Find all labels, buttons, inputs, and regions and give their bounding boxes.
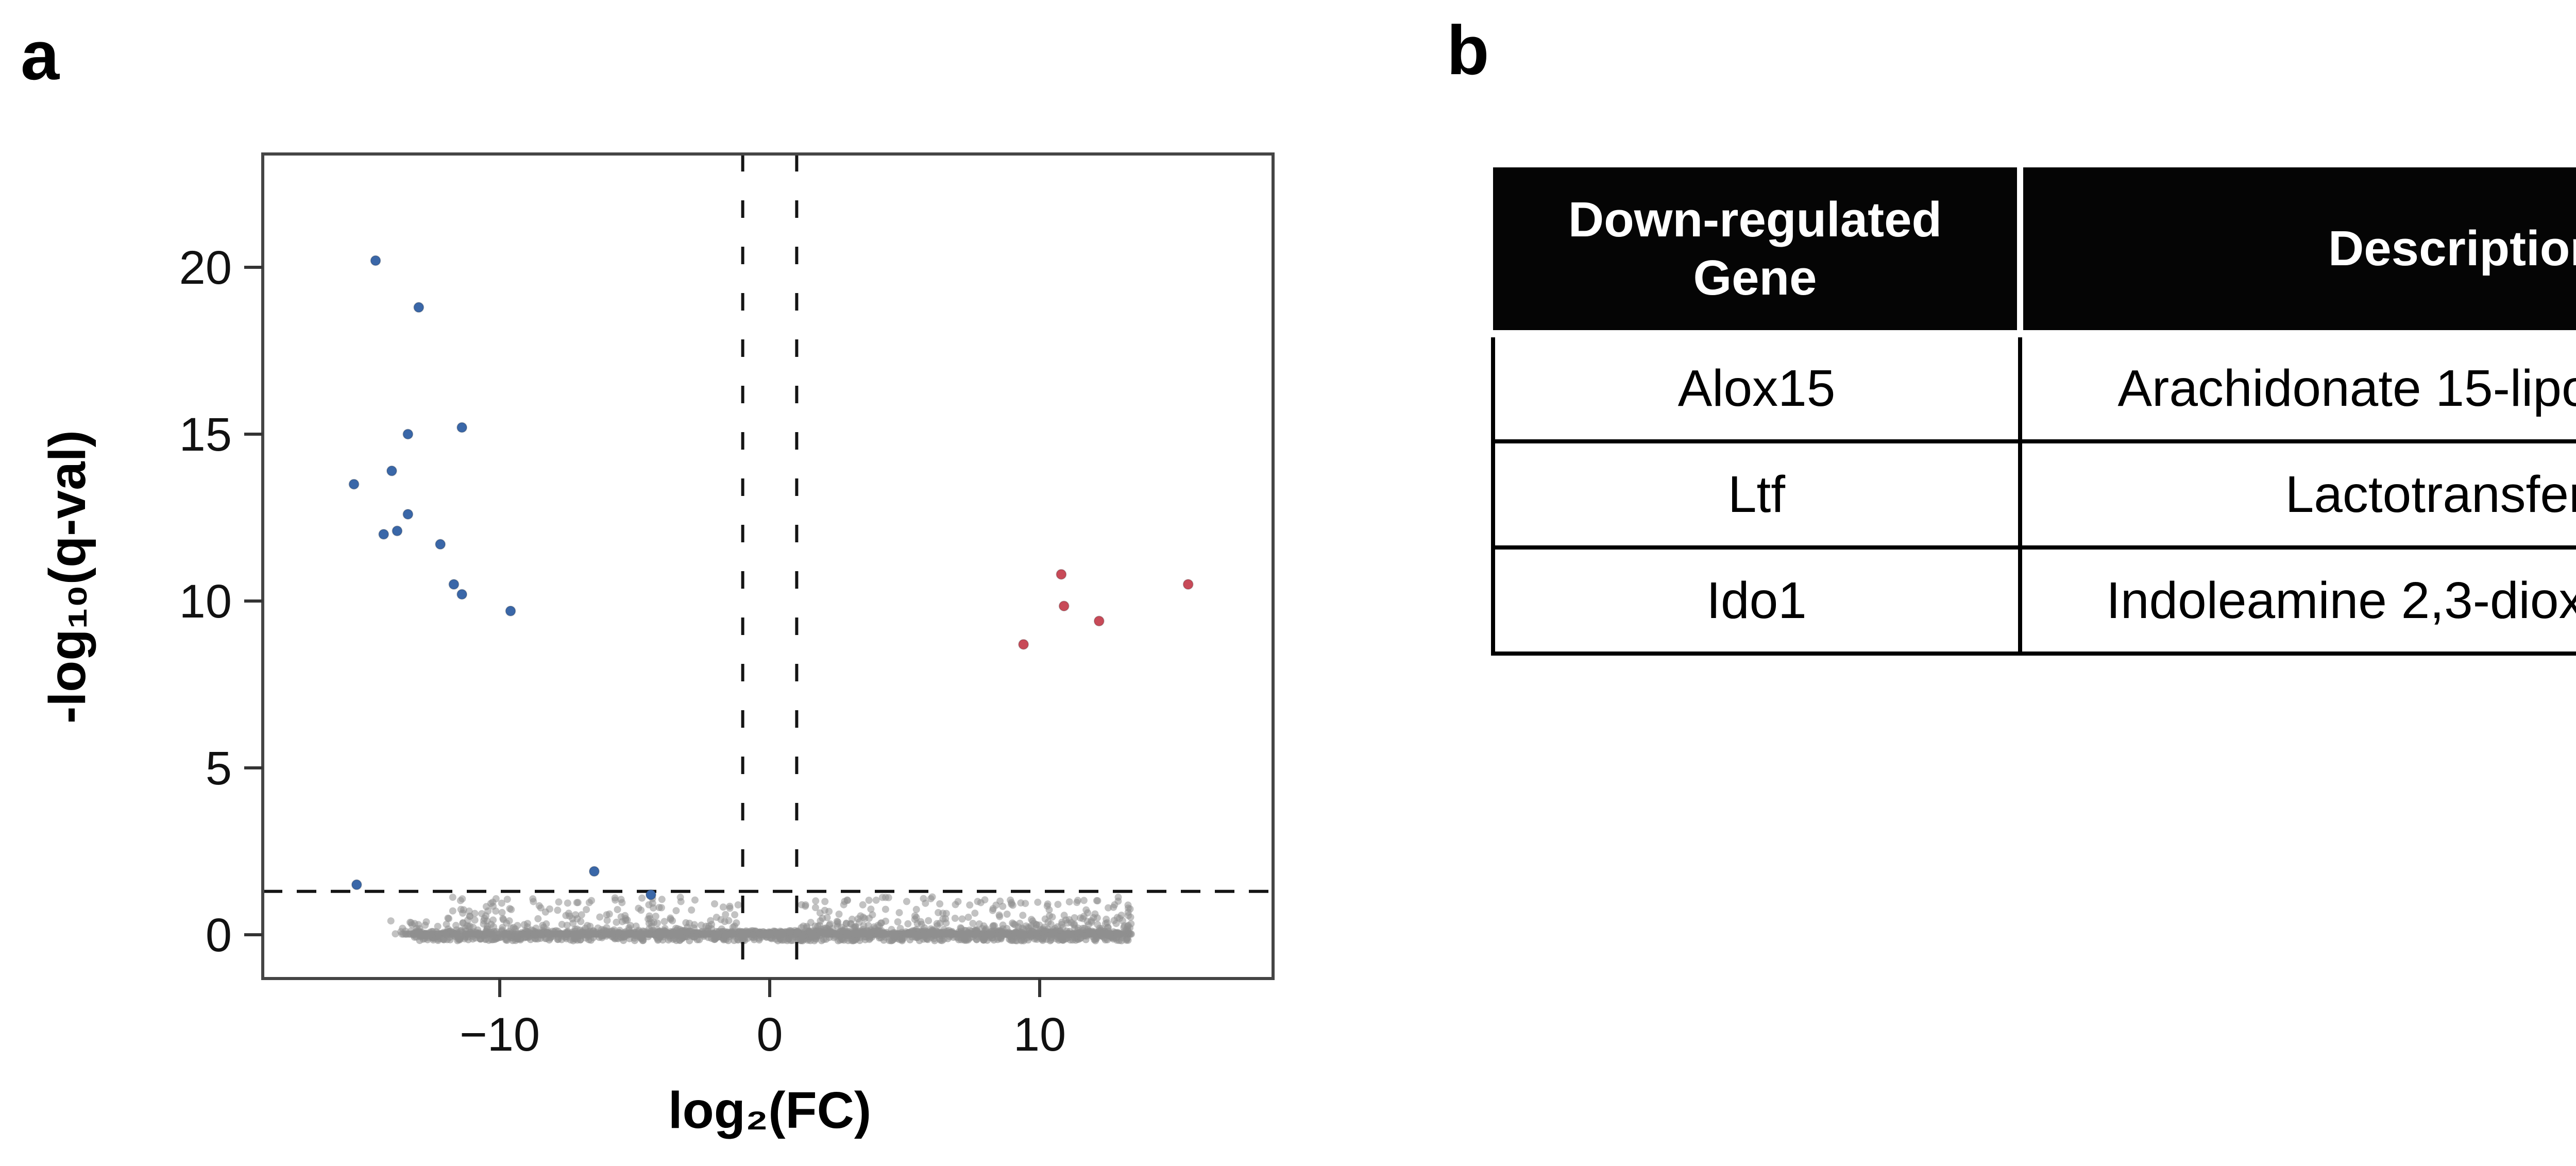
table-row: Ltf Lactotransferrin -13.58 0.00 — [1491, 439, 2576, 550]
y-tick-label: 5 — [206, 742, 232, 795]
significant-points — [348, 255, 1194, 900]
significant-point — [402, 428, 414, 440]
y-tick-label: 0 — [206, 909, 232, 962]
cell-gene: Ltf — [1491, 439, 2022, 550]
panel-b-label: b — [1447, 11, 1489, 89]
significant-point — [351, 879, 362, 890]
table-row: Ido1 Indoleamine 2,3-dioxygenase 1 -11.7… — [1491, 545, 2576, 656]
significant-point — [505, 605, 516, 616]
significant-point — [378, 528, 389, 540]
significant-point — [370, 255, 381, 266]
x-tick-label: 10 — [1013, 1008, 1066, 1061]
significant-point — [645, 889, 656, 900]
y-tick-label: 15 — [179, 408, 232, 461]
significant-point — [1058, 601, 1070, 612]
cell-description: Lactotransferrin — [2018, 439, 2576, 550]
x-tick-label: −10 — [460, 1008, 540, 1061]
cell-gene: Alox15 — [1491, 332, 2022, 443]
significant-point — [435, 539, 446, 550]
cell-gene: Ido1 — [1491, 545, 2022, 656]
significant-point — [392, 525, 403, 537]
plot-panel-border — [261, 152, 1275, 980]
significant-point — [456, 589, 468, 600]
significant-point — [1182, 579, 1194, 590]
nonsignificant-points — [387, 893, 1135, 945]
y-tick-label: 10 — [179, 575, 232, 628]
table-header-row: Down-regulated Gene Description log2(FC)… — [1493, 167, 2576, 337]
significant-point — [402, 509, 414, 520]
y-axis-title: -log₁₀(q-val) — [39, 430, 96, 724]
significant-point — [588, 866, 600, 877]
significant-point — [413, 302, 425, 313]
cell-description: Indoleamine 2,3-dioxygenase 1 — [2018, 545, 2576, 656]
volcano-plot: −10 0 10 0 5 10 15 20 log₂(FC) -log₁₀(q-val) — [39, 152, 1275, 1139]
significant-point — [1056, 569, 1067, 580]
downregulated-gene-table: Down-regulated Gene Description log2(FC)… — [1491, 167, 2576, 656]
significant-point — [448, 579, 460, 590]
threshold-lines — [263, 154, 1273, 979]
header-downregulated-gene: Down-regulated Gene — [1493, 167, 2020, 337]
table-row: Alox15 Arachidonate 15-lipoxygenase -14.… — [1491, 332, 2576, 443]
x-tick-label: 0 — [756, 1008, 783, 1061]
panel-a-label: a — [21, 16, 60, 94]
x-axis-title: log₂(FC) — [668, 1082, 871, 1139]
significant-point — [386, 465, 397, 476]
significant-point — [348, 478, 360, 490]
axes: −10 0 10 0 5 10 15 20 — [179, 242, 1066, 1061]
y-tick-label: 20 — [179, 242, 232, 294]
significant-point — [1018, 639, 1029, 650]
cell-description: Arachidonate 15-lipoxygenase — [2018, 332, 2576, 443]
header-description: Description — [2017, 167, 2576, 337]
significant-point — [1093, 615, 1105, 627]
significant-point — [456, 422, 468, 433]
